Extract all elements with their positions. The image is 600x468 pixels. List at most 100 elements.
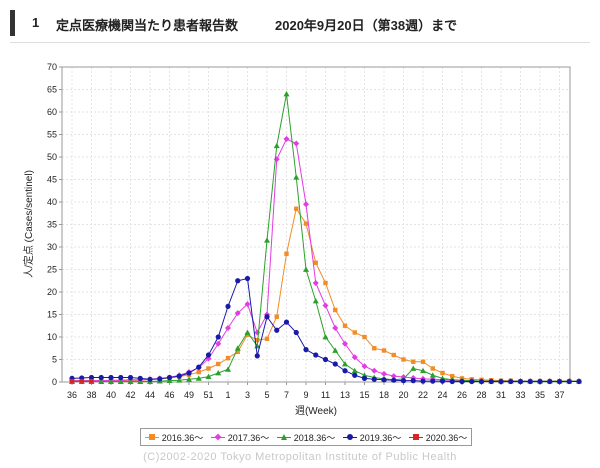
data-point	[205, 352, 212, 358]
x-tick-label: 9	[303, 390, 308, 400]
data-point	[537, 378, 543, 385]
data-point	[274, 327, 280, 333]
x-tick-label: 42	[125, 390, 135, 400]
data-point	[303, 266, 309, 272]
data-point	[98, 378, 105, 384]
x-tick-label: 35	[535, 390, 545, 400]
section-number: 1	[32, 15, 40, 30]
data-point	[157, 376, 163, 382]
data-point	[264, 336, 270, 341]
x-tick-label: 13	[340, 390, 350, 400]
data-point	[69, 378, 75, 384]
legend-marker-icon	[408, 433, 423, 441]
data-point	[166, 374, 173, 381]
page-title: 定点医療機関当たり患者報告数	[56, 18, 239, 33]
data-point	[89, 378, 94, 384]
data-point	[332, 325, 339, 331]
data-point	[273, 142, 280, 149]
data-point	[566, 378, 572, 385]
x-tick-label: 51	[203, 390, 213, 400]
legend-label: 2020.36～	[425, 432, 468, 443]
x-tick-label: 38	[86, 390, 96, 400]
data-point	[381, 377, 387, 383]
y-tick-label: 20	[47, 287, 57, 297]
chart-legend: 2016.36～ 2017.36～ 2018.36～ 2019.36～ 2020.36～	[140, 428, 472, 446]
x-tick-label: 15	[359, 390, 369, 400]
data-point	[420, 359, 426, 364]
legend-label: 2017.36～	[227, 432, 270, 443]
data-point	[254, 353, 260, 359]
x-tick-label: 46	[164, 390, 174, 400]
data-point	[351, 367, 358, 374]
data-point	[517, 378, 524, 385]
x-tick-label: 11	[321, 390, 330, 400]
data-point	[478, 378, 485, 385]
data-point	[342, 340, 348, 347]
legend-item[interactable]: 2017.36～	[210, 431, 270, 444]
x-axis: 36 38 40 42 44 46 49 51 1 3 5 7 9 11 13 15 18 20 22 24 26 28 3…	[67, 382, 565, 400]
data-point	[313, 260, 318, 265]
x-tick-label: 49	[184, 390, 194, 400]
data-point	[108, 378, 114, 384]
legend-item[interactable]: 2016.36～	[144, 431, 203, 444]
data-point	[333, 307, 338, 313]
data-point	[381, 370, 387, 377]
legend-marker-icon	[210, 433, 225, 441]
x-tick-label: 26	[457, 390, 467, 400]
data-point	[244, 329, 251, 335]
data-point	[127, 378, 134, 384]
data-point	[117, 378, 124, 384]
data-point	[293, 329, 299, 336]
data-point	[381, 348, 387, 353]
data-point	[235, 278, 241, 284]
data-point	[352, 330, 357, 335]
data-point	[283, 136, 290, 142]
y-tick-label: 5	[52, 355, 57, 365]
data-point	[313, 352, 319, 358]
legend-label: 2019.36～	[359, 432, 402, 443]
data-point	[372, 346, 377, 351]
data-point	[576, 378, 582, 385]
y-tick-label: 60	[47, 107, 57, 117]
data-point	[332, 347, 339, 353]
x-tick-label: 37	[554, 390, 564, 400]
data-point	[430, 378, 436, 384]
data-point	[264, 314, 270, 320]
data-point	[176, 377, 183, 383]
chart-grid	[62, 67, 570, 382]
data-point	[439, 378, 446, 384]
data-point	[420, 367, 426, 374]
data-point	[137, 378, 144, 384]
y-tick-label: 55	[47, 130, 57, 140]
legend-item[interactable]: 2020.36～	[408, 431, 468, 444]
y-tick-label: 0	[52, 377, 57, 387]
header-accent-bar	[10, 10, 15, 36]
legend-item[interactable]: 2018.36～	[276, 431, 335, 444]
data-point	[390, 373, 397, 380]
data-point	[322, 302, 329, 309]
header-divider	[10, 42, 590, 43]
copyright-text: (C)2002-2020 Tokyo Metropolitan Institut…	[143, 451, 457, 463]
y-tick-label: 15	[47, 310, 57, 320]
data-point	[88, 374, 95, 381]
data-point	[361, 363, 368, 370]
data-point	[244, 275, 251, 282]
legend-marker-icon	[342, 433, 357, 441]
data-point	[401, 357, 406, 362]
data-point	[362, 334, 367, 340]
legend-marker-icon	[144, 433, 159, 441]
x-tick-label: 22	[418, 390, 428, 400]
series-3	[69, 275, 582, 385]
data-point	[342, 368, 348, 374]
report-period: 2020年9月20日（第38週）まで	[275, 18, 458, 33]
legend-item[interactable]: 2019.36～	[342, 431, 402, 444]
data-point	[98, 374, 104, 381]
series-4	[69, 378, 94, 384]
x-tick-label: 44	[145, 390, 155, 400]
x-tick-label: 28	[476, 390, 486, 400]
series-layer	[69, 91, 582, 385]
data-point	[166, 377, 173, 384]
data-point	[294, 206, 299, 211]
data-point	[322, 356, 329, 363]
